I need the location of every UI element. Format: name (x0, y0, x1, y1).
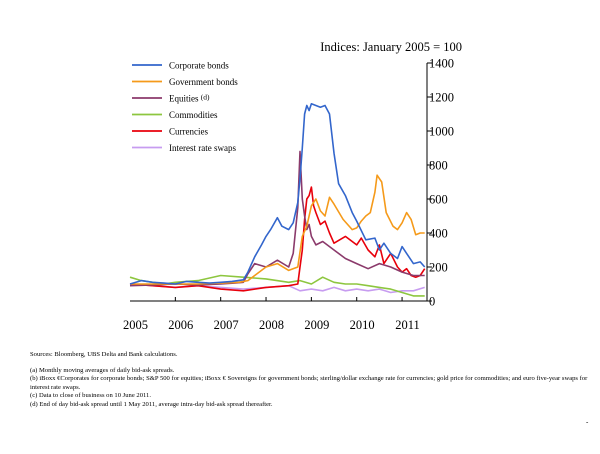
footnote-d: (d) End of day bid-ask spread until 1 Ma… (30, 400, 273, 408)
y-tick-label: 1200 (429, 91, 454, 105)
footnote-b: (b) iBoxx €Corporates for corporate bond… (30, 375, 588, 391)
legend-label: Interest rate swaps (169, 143, 236, 153)
legend-label: Government bonds (169, 77, 238, 87)
plot-area: 0 200 400 600 800 1000 1200 1400 2005 2006 2007 200… (123, 57, 454, 333)
legend: Corporate bonds Government bonds Equities … (132, 61, 238, 153)
chart: Indices: January 2005 = 100 0 200 400 600 80… (123, 40, 462, 333)
legend-label: Corporate bonds (169, 61, 229, 71)
y-tick-label: 800 (429, 159, 448, 173)
y-tick-label: 1000 (429, 125, 454, 139)
series-line-commodities (129, 274, 425, 297)
y-tick-label: 0 (429, 295, 435, 309)
y-tick-label: 200 (429, 261, 448, 275)
y-tick-label: 1400 (429, 57, 454, 71)
legend-label: Equities (d) (169, 93, 210, 104)
legend-label: Commodities (169, 110, 218, 120)
legend-label: Currencies (169, 127, 208, 137)
footnote-c: (c) Data to close of business on 10 June… (30, 392, 151, 400)
x-tick-label: 2010 (350, 318, 375, 332)
notes: Sources: Bloomberg, UBS Delta and Bank c… (30, 351, 590, 410)
sources-text: Sources: Bloomberg, UBS Delta and Bank c… (30, 351, 178, 358)
trailing-mark: - (586, 418, 589, 426)
x-tick-label: 2007 (214, 318, 239, 332)
x-tick-label: 2005 (123, 318, 148, 332)
x-tick-label: 2011 (395, 318, 420, 332)
y-tick-label: 400 (429, 227, 448, 241)
chart-title: Indices: January 2005 = 100 (320, 40, 462, 54)
footnote-a: (a) Monthly moving averages of daily bid… (30, 366, 175, 374)
x-tick-label: 2008 (259, 318, 284, 332)
y-tick-label: 600 (429, 193, 448, 207)
x-tick-label: 2009 (304, 318, 329, 332)
series-line-government-bonds (130, 174, 425, 285)
x-tick-label: 2006 (168, 318, 193, 332)
series-line-corporate-bonds (129, 103, 426, 285)
series-line-currencies (129, 186, 426, 292)
